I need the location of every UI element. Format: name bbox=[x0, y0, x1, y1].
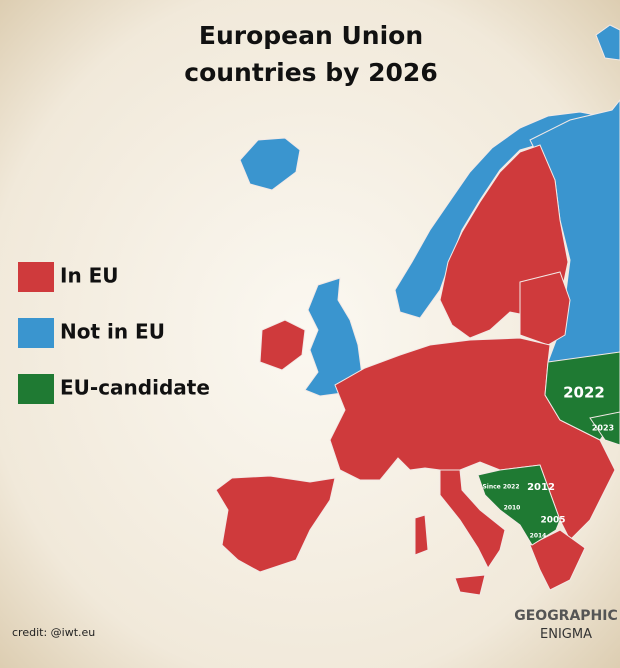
sicily bbox=[454, 574, 486, 596]
candidate-year: 2010 bbox=[504, 505, 521, 512]
great-britain bbox=[304, 277, 363, 397]
scandinavia-north bbox=[595, 24, 620, 61]
legend: In EU Not in EU EU-candidate bbox=[18, 262, 210, 404]
moldova bbox=[589, 411, 620, 446]
map bbox=[215, 24, 620, 596]
sardinia bbox=[414, 514, 429, 556]
ireland bbox=[259, 319, 306, 371]
candidate-year: 2022 bbox=[563, 384, 605, 402]
italy bbox=[439, 469, 506, 569]
candidate-year: 2023 bbox=[592, 424, 614, 433]
legend-swatch bbox=[18, 318, 54, 348]
baltics bbox=[519, 271, 571, 346]
candidate-year: 2014 bbox=[530, 533, 547, 540]
legend-label: EU-candidate bbox=[60, 376, 210, 400]
candidate-year: Since 2022 bbox=[482, 484, 519, 491]
legend-swatch bbox=[18, 262, 54, 292]
title: European Union countries by 2026 bbox=[184, 21, 437, 87]
logo-line: GEOGRAPHIC bbox=[514, 608, 618, 624]
title-line: countries by 2026 bbox=[184, 58, 437, 87]
title-line: European Union bbox=[199, 21, 423, 50]
logo: GEOGRAPHIC ENIGMA bbox=[514, 608, 618, 642]
candidate-year: 2005 bbox=[540, 516, 565, 526]
logo-line: ENIGMA bbox=[540, 627, 592, 642]
legend-swatch bbox=[18, 374, 54, 404]
greece bbox=[529, 529, 586, 591]
credit: credit: @iwt.eu bbox=[12, 626, 95, 639]
iceland bbox=[239, 137, 301, 191]
map-labels: 2022 2023 Since 2022 2012 2010 2005 2014 bbox=[482, 384, 614, 540]
iberia bbox=[215, 475, 336, 573]
balkans bbox=[477, 464, 561, 546]
legend-label: In EU bbox=[60, 264, 119, 288]
legend-label: Not in EU bbox=[60, 320, 165, 344]
candidate-year: 2012 bbox=[527, 482, 555, 493]
